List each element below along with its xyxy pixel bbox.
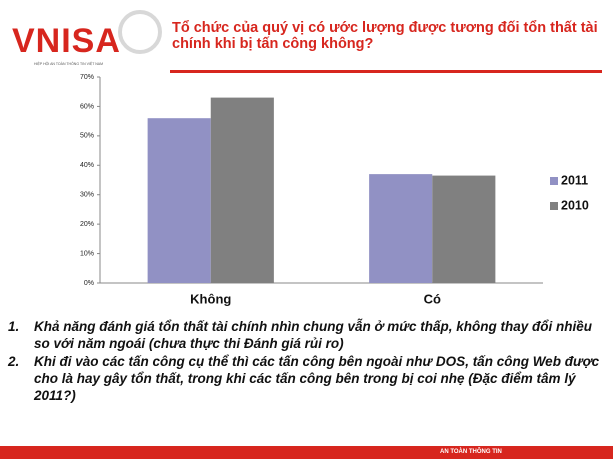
footer-bar: AN TOÀN THÔNG TIN (0, 446, 613, 459)
y-tick-label: 30% (80, 192, 94, 199)
y-tick-label: 10% (80, 250, 94, 257)
logo: VNISA (12, 22, 121, 61)
note-number: 2. (8, 354, 20, 369)
y-tick-label: 0% (84, 280, 94, 287)
bar (369, 174, 433, 283)
bar (147, 118, 211, 283)
note: 2. Khi đi vào các tấn công cụ thể thì các… (8, 353, 600, 404)
x-tick-label: Có (424, 291, 441, 306)
note-number: 1. (8, 319, 20, 334)
y-tick-label: 50% (80, 133, 94, 140)
y-tick-label: 20% (80, 221, 94, 228)
bar (432, 175, 496, 283)
legend-label: 2011 (561, 173, 588, 187)
y-tick-label: 40% (80, 162, 94, 169)
note-text: Khả năng đánh giá tổn thất tài chính nhì… (34, 319, 592, 351)
notes: 1. Khả năng đánh giá tổn thất tài chính n… (8, 318, 600, 405)
x-tick-label: Không (190, 291, 231, 306)
note: 1. Khả năng đánh giá tổn thất tài chính n… (8, 318, 600, 352)
bar (210, 97, 274, 283)
legend-swatch (550, 177, 558, 185)
logo-text: VNISA (12, 22, 121, 60)
y-tick-label: 70% (80, 74, 94, 81)
key-icon (118, 10, 162, 54)
legend-swatch (550, 202, 558, 210)
note-text: Khi đi vào các tấn công cụ thể thì các t… (34, 354, 600, 403)
y-tick-label: 60% (80, 103, 94, 110)
slide-title: Tổ chức của quý vị có ước lượng được tươ… (172, 20, 598, 52)
chart: 0% 10% 20% 30% 40% 50% 60% 70% Không Có 2011 2010 (80, 74, 589, 307)
footer-text: AN TOÀN THÔNG TIN (440, 449, 502, 455)
logo-subtitle: HIỆP HỘI AN TOÀN THÔNG TIN VIỆT NAM (34, 62, 104, 66)
title-rule (170, 70, 602, 73)
legend-label: 2010 (561, 198, 589, 212)
